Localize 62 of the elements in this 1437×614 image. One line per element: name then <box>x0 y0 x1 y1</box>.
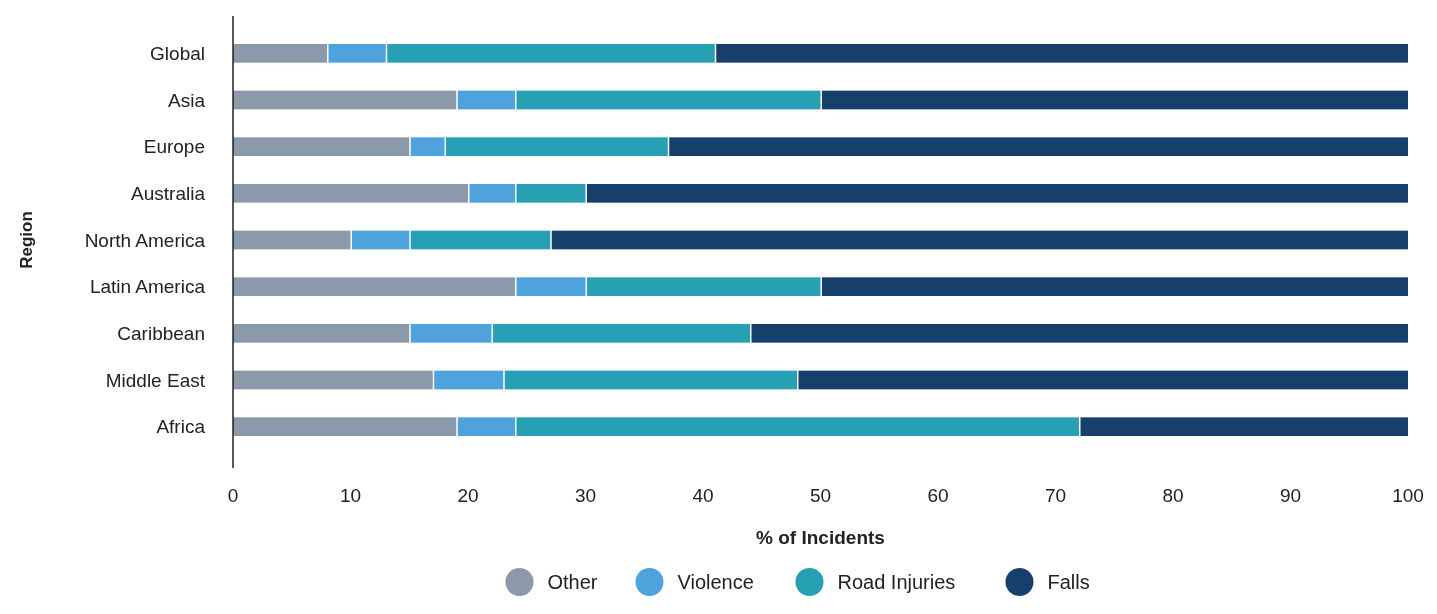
legend-label: Falls <box>1047 571 1090 593</box>
bar <box>822 90 1408 110</box>
x-tick-label: 20 <box>457 485 479 506</box>
x-tick-label: 50 <box>809 485 832 506</box>
bar <box>233 184 468 203</box>
bar <box>233 44 327 63</box>
x-tick-label: 30 <box>574 485 597 506</box>
x-axis-title: % of Incidents <box>756 527 885 548</box>
bar <box>233 417 457 436</box>
bar <box>233 230 351 250</box>
bar <box>504 370 797 390</box>
y-tick-label: Asia <box>168 89 206 111</box>
bar <box>457 417 515 436</box>
bar <box>516 90 821 110</box>
bar <box>387 44 715 63</box>
y-tick-label: Caribbean <box>117 322 205 344</box>
bar <box>233 137 410 156</box>
legend-label: Road Injuries <box>837 571 956 593</box>
bar <box>233 370 433 390</box>
bar <box>352 230 410 250</box>
bar <box>446 137 668 156</box>
x-tick-label: 0 <box>227 485 239 506</box>
bar <box>233 277 515 296</box>
x-tick-label: 60 <box>927 485 949 506</box>
y-tick-label: Latin America <box>89 276 206 298</box>
y-tick-label: Middle East <box>105 369 206 391</box>
x-tick-label: 80 <box>1162 485 1184 506</box>
bar <box>328 44 386 63</box>
x-tick-label: 10 <box>339 485 362 506</box>
bar <box>798 370 1408 390</box>
bar <box>410 230 551 250</box>
bar <box>1080 417 1408 436</box>
bar <box>457 90 515 110</box>
y-tick-label: Europe <box>143 136 205 158</box>
x-tick-label: 100 <box>1392 485 1424 506</box>
bar <box>410 324 492 343</box>
bar <box>434 370 504 390</box>
bar <box>822 277 1408 296</box>
y-tick-label: Global <box>150 42 205 64</box>
y-tick-label: Australia <box>131 182 206 204</box>
y-axis-title: Region <box>17 211 36 269</box>
bar <box>516 184 586 203</box>
x-tick-label: 70 <box>1044 485 1067 506</box>
bar <box>669 137 1408 156</box>
bar <box>469 184 515 203</box>
bar <box>410 137 445 156</box>
bar <box>587 184 1408 203</box>
legend-label: Violence <box>677 571 754 593</box>
x-tick-label: 40 <box>692 485 714 506</box>
bar <box>751 324 1408 343</box>
bar <box>587 277 821 296</box>
bar <box>233 90 457 110</box>
bar <box>716 44 1408 63</box>
bar <box>551 230 1408 250</box>
bar <box>493 324 750 343</box>
x-tick-label: 90 <box>1279 485 1302 506</box>
y-tick-label: Africa <box>156 416 206 438</box>
bar <box>233 324 410 343</box>
legend-label: Other <box>547 571 598 593</box>
y-tick-label: North America <box>84 229 206 251</box>
bar <box>516 417 1079 436</box>
bar <box>516 277 586 296</box>
